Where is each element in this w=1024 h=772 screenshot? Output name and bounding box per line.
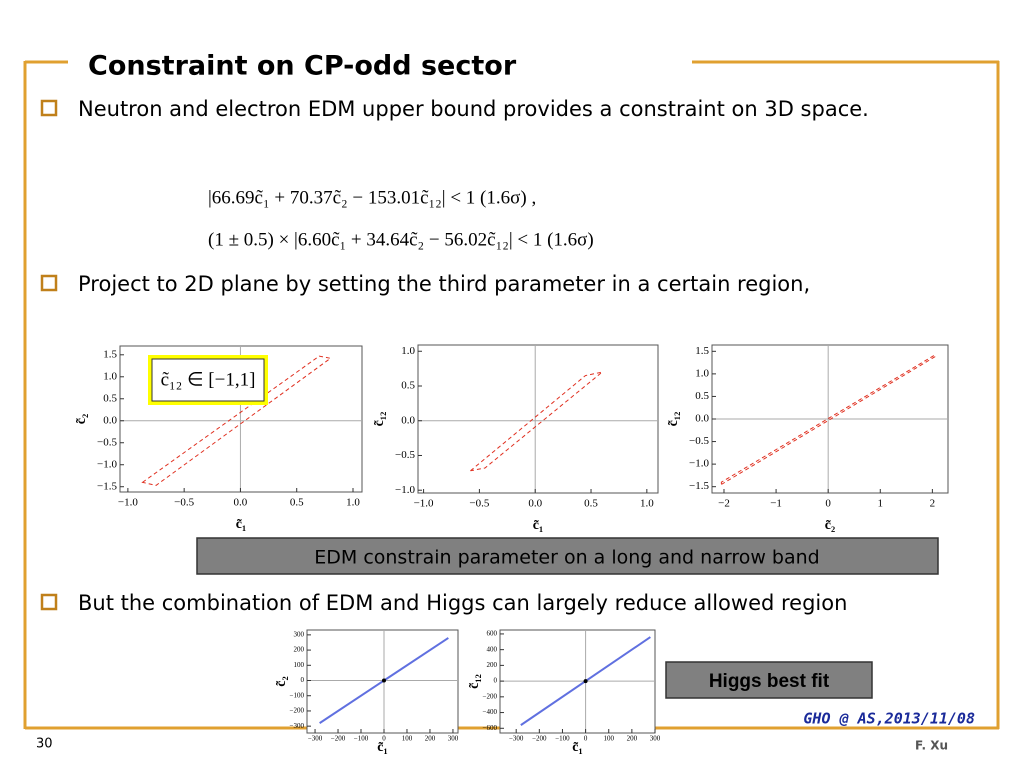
y-tick-label: 0 (494, 677, 498, 685)
x-tick-label: 300 (650, 735, 661, 743)
x-axis-label: c̃₁ (236, 517, 246, 532)
y-tick-label: 100 (294, 661, 305, 669)
x-axis-label: c̃₁ (533, 518, 543, 533)
y-tick-label: 0.5 (401, 380, 415, 392)
allowed-band (141, 355, 332, 486)
y-tick-label: 0.0 (401, 414, 415, 426)
x-tick-label: 200 (627, 735, 638, 743)
y-tick-label: 1.0 (103, 370, 117, 382)
x-tick-label: −1 (770, 498, 782, 510)
best-fit-point (583, 679, 588, 684)
x-axis-label: c̃₁ (572, 740, 582, 755)
x-tick-label: 0 (825, 498, 831, 510)
x-tick-label: 0.0 (234, 497, 248, 509)
callout: EDM constrain parameter on a long and na… (314, 547, 819, 569)
y-tick-label: 400 (487, 645, 498, 653)
x-tick-label: −100 (354, 735, 369, 743)
x-tick-label: 0.5 (290, 497, 304, 509)
allowed-band (720, 354, 936, 486)
y-tick-label: −1.5 (689, 480, 709, 492)
y-tick-label: 1.0 (695, 367, 709, 379)
footer-event: GHO @ AS,2013/11/08 (803, 710, 975, 728)
y-tick-label: −100 (290, 691, 305, 699)
y-tick-label: −1.0 (395, 484, 415, 496)
x-tick-label: 1.0 (640, 498, 654, 510)
y-axis-label: c̃₁₂ (467, 674, 482, 689)
y-tick-label: −0.5 (395, 449, 415, 461)
equation: (1 ± 0.5) × |6.60c̃₁ + 34.64c̃₂ − 56.02c… (208, 229, 594, 250)
x-tick-label: 1.0 (346, 497, 360, 509)
y-tick-label: −1.5 (97, 480, 117, 492)
x-tick-label: 0.0 (528, 498, 542, 510)
y-axis-label: c̃₁₂ (372, 412, 387, 427)
y-tick-label: −200 (290, 707, 305, 715)
x-axis-label: c̃₂ (825, 518, 835, 533)
x-tick-label: 1 (878, 498, 884, 510)
y-tick-label: 0.0 (103, 414, 117, 426)
footer-author: F. Xu (915, 739, 948, 753)
y-tick-label: 200 (487, 661, 498, 669)
y-tick-label: 0 (301, 676, 305, 684)
y-axis-label: c̃₂ (274, 676, 289, 686)
x-tick-label: −300 (308, 735, 323, 743)
allowed-band (470, 371, 603, 472)
equation: |66.69c̃₁ + 70.37c̃₂ − 153.01c̃₁₂| < 1 (… (208, 187, 536, 208)
y-tick-label: 0.5 (103, 392, 117, 404)
bullet-icon (40, 593, 58, 611)
x-tick-label: 100 (402, 735, 413, 743)
y-tick-label: −200 (483, 692, 498, 700)
x-tick-label: 0.5 (584, 498, 598, 510)
x-tick-label: 100 (603, 735, 614, 743)
bullet: Project to 2D plane by setting the third… (78, 272, 810, 296)
x-tick-label: −300 (509, 735, 524, 743)
higgs-label: Higgs best fit (709, 671, 830, 692)
y-tick-label: 0.0 (695, 413, 709, 425)
page-number: 30 (36, 737, 53, 752)
title: Constraint on CP-odd sector (88, 51, 517, 82)
x-tick-label: −200 (331, 735, 346, 743)
plot-frame (417, 344, 659, 494)
bullet-icon (40, 274, 58, 292)
best-fit-point (381, 678, 386, 683)
x-tick-label: −0.5 (469, 498, 489, 510)
y-tick-label: 300 (294, 630, 305, 638)
y-tick-label: 200 (294, 646, 305, 654)
x-tick-label: −100 (555, 735, 570, 743)
label-box (665, 661, 873, 699)
y-tick-label: −600 (483, 724, 498, 732)
y-tick-label: −1.0 (97, 458, 117, 470)
inset-label: c̃₁₂ ∈ [−1,1] (161, 369, 256, 390)
x-axis-label: c̃₁ (377, 740, 387, 755)
x-tick-label: −0.5 (174, 497, 194, 509)
x-tick-label: 0 (584, 735, 588, 743)
x-tick-label: −2 (718, 498, 730, 510)
x-tick-label: 0 (382, 735, 386, 743)
x-tick-label: 2 (930, 498, 936, 510)
inset-inner (151, 358, 265, 402)
y-tick-label: −300 (290, 722, 305, 730)
y-axis-label: c̃₂ (74, 414, 89, 424)
x-tick-label: −200 (532, 735, 547, 743)
y-tick-label: 600 (487, 630, 498, 638)
x-tick-label: −1.0 (414, 498, 434, 510)
y-tick-label: −0.5 (689, 435, 709, 447)
y-tick-label: 1.5 (695, 345, 709, 357)
y-tick-label: 1.5 (103, 348, 117, 360)
bullet-icon (40, 99, 58, 117)
x-tick-label: 200 (425, 735, 436, 743)
y-axis-label: c̃₁₂ (666, 412, 681, 427)
x-tick-label: −1.0 (118, 497, 138, 509)
y-tick-label: −1.0 (689, 458, 709, 470)
x-tick-label: 300 (448, 735, 459, 743)
y-tick-label: −400 (483, 708, 498, 716)
bullet: But the combination of EDM and Higgs can… (78, 591, 847, 615)
callout-box (196, 537, 939, 575)
y-tick-label: 1.0 (401, 345, 415, 357)
y-tick-label: −0.5 (97, 436, 117, 448)
bullet: Neutron and electron EDM upper bound pro… (78, 97, 869, 121)
y-tick-label: 0.5 (695, 390, 709, 402)
